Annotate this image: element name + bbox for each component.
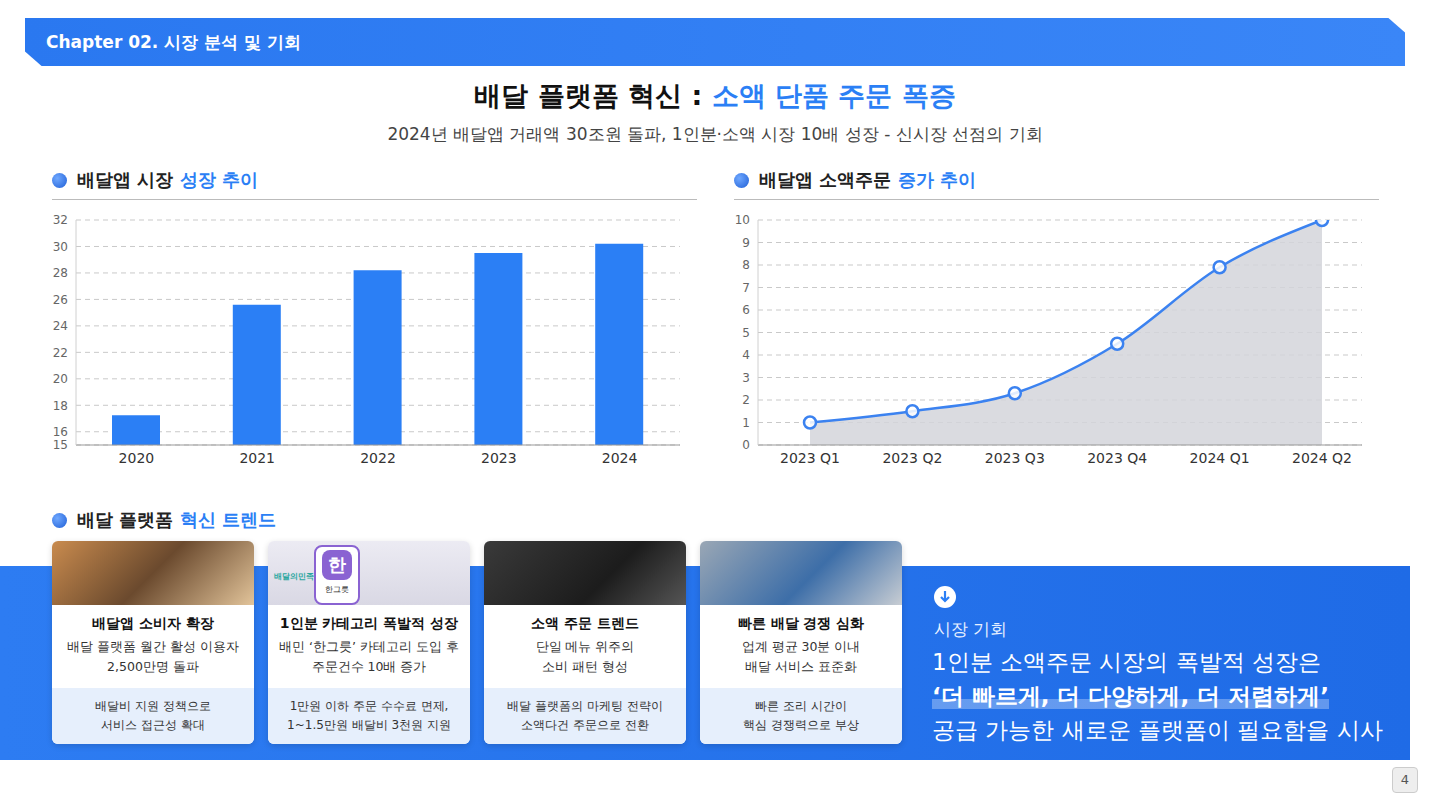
svg-text:20: 20: [53, 372, 68, 386]
html-text:4: 4: [1400, 772, 1410, 787]
html-text:1~1.5만원 배달비 3천원 지원: 1~1.5만원 배달비 3천원 지원: [287, 718, 451, 732]
svg-text:2023: 2023: [481, 450, 517, 466]
html-text:주문건수 10배 증가: 주문건수 10배 증가: [311, 659, 427, 674]
svg-text:2023 Q1: 2023 Q1: [780, 450, 840, 466]
html-text:1만원 이하 주문 수수료 면제,: 1만원 이하 주문 수수료 면제,: [289, 699, 449, 713]
html-text:빠른 배달 경쟁 심화: 빠른 배달 경쟁 심화: [737, 615, 865, 631]
html-text:시장 기회: 시장 기회: [934, 619, 1008, 639]
html-text:배달의민족: 배달의민족: [274, 572, 314, 581]
html-text:2,500만명 돌파: 2,500만명 돌파: [107, 659, 199, 674]
html-text:배달 플랫폼 혁신 :소액 단품 주문 폭증: 배달 플랫폼 혁신 :소액 단품 주문 폭증: [474, 80, 956, 111]
html-text:배달 플랫폼의 마케팅 전략이: 배달 플랫폼의 마케팅 전략이: [507, 699, 663, 713]
svg-text:2021: 2021: [239, 450, 275, 466]
svg-text:2023 Q3: 2023 Q3: [985, 450, 1045, 466]
html-text:배달 서비스 표준화: 배달 서비스 표준화: [745, 659, 857, 674]
html-text:한: 한: [328, 554, 346, 575]
svg-text:2024 Q1: 2024 Q1: [1190, 450, 1250, 466]
svg-text:7: 7: [742, 281, 750, 295]
svg-text:2023 Q2: 2023 Q2: [882, 450, 942, 466]
svg-text:4: 4: [742, 348, 750, 362]
svg-text:16: 16: [53, 425, 68, 439]
html-text:배달앱 소비자 확장: 배달앱 소비자 확장: [92, 615, 214, 631]
html-text:서비스 접근성 확대: 서비스 접근성 확대: [101, 718, 205, 732]
html-text:2024년 배달앱 거래액 30조원 돌파, 1인분·소액: 2024년 배달앱 거래액 30조원 돌파, 1인분·소액 시장 10배 성장 …: [387, 124, 1043, 144]
svg-text:18: 18: [53, 399, 68, 413]
svg-text:30: 30: [53, 240, 68, 254]
svg-text:1: 1: [742, 416, 750, 430]
html-text:배민 ‘한그릇’ 카테고리 도입 후: 배민 ‘한그릇’ 카테고리 도입 후: [279, 639, 459, 654]
svg-text:2: 2: [742, 393, 750, 407]
html-text:1인분 소액주문 시장의 폭발적 성장은: 1인분 소액주문 시장의 폭발적 성장은: [932, 649, 1321, 675]
svg-text:0: 0: [742, 438, 750, 452]
html-text:공급 가능한 새로운 플랫폼이 필요함을 시사: 공급 가능한 새로운 플랫폼이 필요함을 시사: [932, 717, 1383, 743]
html-text:핵심 경쟁력으로 부상: 핵심 경쟁력으로 부상: [743, 718, 859, 732]
svg-text:32: 32: [53, 213, 68, 227]
html-text:배달 플랫폼혁신 트렌드: 배달 플랫폼혁신 트렌드: [77, 509, 276, 530]
html-text:소액다건 주문으로 전환: 소액다건 주문으로 전환: [521, 718, 649, 732]
svg-text:2020: 2020: [119, 450, 155, 466]
html-text:단일 메뉴 위주의: 단일 메뉴 위주의: [535, 639, 635, 654]
svg-text:6: 6: [742, 303, 750, 317]
html-text:업계 평균 30분 이내: 업계 평균 30분 이내: [741, 639, 861, 654]
svg-text:22: 22: [53, 346, 68, 360]
svg-text:28: 28: [53, 266, 68, 280]
svg-text:5: 5: [742, 326, 750, 340]
html-text:‘더 빠르게, 더 다양하게, 더 저렴하게’: ‘더 빠르게, 더 다양하게, 더 저렴하게’: [932, 683, 1329, 709]
svg-text:2024 Q2: 2024 Q2: [1292, 450, 1352, 466]
svg-text:3: 3: [742, 371, 750, 385]
svg-text:2023 Q4: 2023 Q4: [1087, 450, 1147, 466]
html-text:배달앱 소액주문증가 추이: 배달앱 소액주문증가 추이: [759, 169, 976, 190]
svg-text:15: 15: [53, 438, 68, 452]
html-text:1인분 카테고리 폭발적 성장: 1인분 카테고리 폭발적 성장: [279, 615, 459, 631]
svg-text:2024: 2024: [602, 450, 638, 466]
svg-text:26: 26: [53, 293, 68, 307]
svg-text:2022: 2022: [360, 450, 396, 466]
html-text:소비 패턴 형성: 소비 패턴 형성: [542, 659, 628, 674]
svg-text:24: 24: [53, 319, 68, 333]
svg-text:8: 8: [742, 258, 750, 272]
svg-text:9: 9: [742, 236, 750, 250]
html-text:배달 플랫폼 월간 활성 이용자: 배달 플랫폼 월간 활성 이용자: [67, 639, 239, 654]
html-text:한그릇: 한그릇: [325, 585, 349, 594]
html-text:배달비 지원 정책으로: 배달비 지원 정책으로: [95, 699, 211, 713]
html-text:Chapter 02. 시장 분석 및 기회: Chapter 02. 시장 분석 및 기회: [46, 32, 301, 52]
html-text:빠른 조리 시간이: 빠른 조리 시간이: [755, 699, 847, 713]
svg-text:10: 10: [735, 213, 750, 227]
html-text:소액 주문 트렌드: 소액 주문 트렌드: [531, 615, 639, 631]
html-text:배달앱 시장성장 추이: 배달앱 시장성장 추이: [77, 169, 258, 190]
